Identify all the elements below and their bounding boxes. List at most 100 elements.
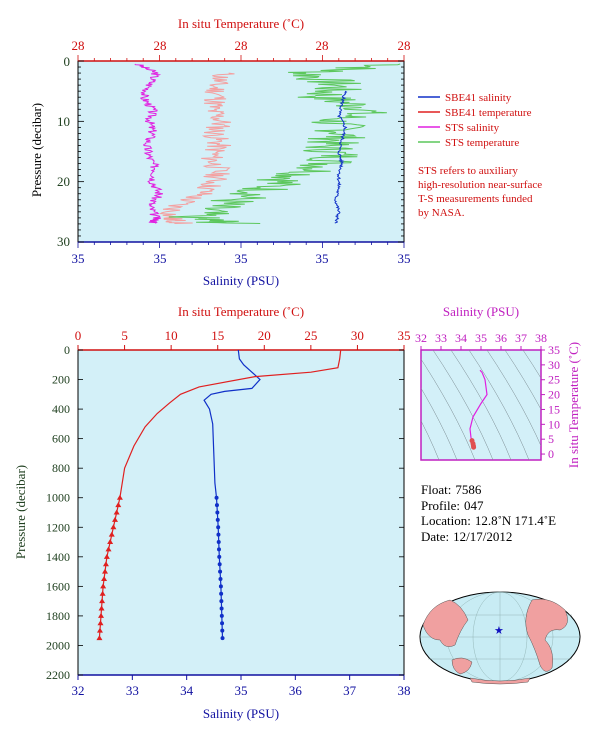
temperature-sample-marker — [98, 612, 105, 618]
profile-label: Profile: — [421, 497, 460, 513]
profile-value: 047 — [464, 497, 484, 513]
bottom-temp-tick: 25 — [304, 328, 317, 343]
bottom-pressure-tick: 1400 — [46, 550, 70, 564]
salinity-sample-dot — [216, 547, 221, 552]
bottom-plot-area — [77, 349, 405, 676]
float-value: 7586 — [455, 482, 482, 497]
note-line: by NASA. — [418, 207, 465, 219]
bottom-pressure-tick: 1600 — [46, 579, 70, 593]
bottom-sal-tick: 36 — [289, 683, 303, 698]
top-series — [134, 63, 401, 224]
sbe41-salinity-line — [334, 90, 348, 224]
top-panel: In situ Temperature (˚C) 28 28 28 28 28 … — [29, 16, 411, 288]
top-pressure-tick: 0 — [64, 54, 71, 69]
temperature-sample-marker — [101, 575, 108, 581]
top-minor-ticks — [77, 55, 405, 248]
float-label: Float: — [421, 482, 452, 497]
bottom-pressure-tick: 600 — [52, 432, 70, 446]
temperature-sample-marker — [115, 502, 122, 508]
salinity-sample-dot — [220, 628, 225, 633]
salinity-sample-dot — [214, 503, 219, 508]
temperature-sample-marker — [103, 553, 110, 559]
bottom-pressure-axis-title: Pressure (decibar) — [13, 465, 28, 559]
bottom-sal-axis-title: Salinity (PSU) — [203, 706, 279, 721]
salinity-sample-dot — [219, 613, 224, 618]
ts-sal-axis-title: Salinity (PSU) — [443, 304, 519, 319]
ts-series — [469, 369, 488, 450]
ts-plot-area — [420, 349, 542, 461]
bottom-temp-ticks: 0 5 10 15 20 25 30 35 — [75, 328, 411, 350]
bottom-pressure-tick: 400 — [52, 402, 70, 416]
location-map: ★ — [419, 591, 581, 685]
top-pressure-axis-title: Pressure (decibar) — [29, 103, 44, 197]
bottom-panel: In situ Temperature (˚C) 0 5 10 15 20 25 30 35 … — [13, 304, 411, 721]
top-sal-tick: 35 — [235, 251, 248, 266]
legend-label: STS temperature — [445, 137, 519, 149]
float-info: Float: 7586 Profile: 047 Location: 12.8˚N 1… — [421, 482, 560, 544]
temperature-sample-marker — [102, 568, 109, 574]
top-temp-tick: 28 — [154, 38, 167, 53]
ts-temp-tick: 15 — [548, 402, 560, 416]
sts-salinity-line — [134, 63, 164, 224]
density-contour — [486, 350, 541, 447]
bottom-temp-tick: 30 — [351, 328, 364, 343]
top-temp-tick: 28 — [316, 38, 329, 53]
ts-sal-ticks: 32 33 34 35 36 37 38 — [415, 331, 547, 350]
temperature-sample-marker — [99, 590, 106, 596]
salinity-sample-dot — [216, 540, 221, 545]
top-pressure-tick: 30 — [57, 234, 70, 249]
location-label: Location: — [421, 513, 471, 528]
temperature-sample-marker — [110, 524, 117, 530]
legend-label: SBE41 temperature — [445, 107, 532, 119]
ts-temp-tick: 20 — [548, 388, 560, 402]
salinity-sample-dot — [217, 562, 222, 567]
temperature-sample-marker — [105, 546, 112, 552]
density-contour — [421, 420, 440, 460]
temperature-sample-marker — [113, 509, 120, 515]
sts-note: STS refers to auxiliary high-resolution … — [418, 165, 542, 219]
salinity-sample-dot — [220, 621, 225, 626]
salinity-sample-dot — [218, 584, 223, 589]
bottom-sal-tick: 34 — [180, 683, 194, 698]
ts-sal-tick: 33 — [435, 331, 447, 345]
bottom-temp-tick: 35 — [398, 328, 411, 343]
date-label: Date: — [421, 528, 450, 544]
bottom-pressure-ticks: 0 200 400 600 800 1000 1200 1400 1600 1800 2000 220… — [46, 343, 404, 682]
ts-sal-tick: 32 — [415, 331, 427, 345]
map-land — [422, 598, 568, 685]
ts-sal-tick: 34 — [455, 331, 467, 345]
temperature-sample-marker — [98, 605, 105, 611]
temperature-sample-marker — [97, 620, 104, 626]
salinity-sample-dot — [219, 591, 224, 596]
bottom-pressure-tick: 200 — [52, 373, 70, 387]
bottom-pressure-tick: 1000 — [46, 491, 70, 505]
float-row: Float: 7586 — [421, 482, 560, 498]
density-contour — [450, 350, 512, 460]
bottom-pressure-tick: 0 — [64, 343, 70, 357]
ts-panel: Salinity (PSU) 32 33 34 35 36 37 38 0510152025… — [415, 304, 581, 468]
bottom-series — [96, 349, 342, 641]
ts-sal-tick: 36 — [495, 331, 507, 345]
density-contour — [522, 350, 541, 379]
salinity-sample-dot — [214, 495, 219, 500]
temperature-sample-marker — [112, 516, 119, 522]
date-value: 12/17/2012 — [453, 528, 513, 544]
salinity-sample-dot — [217, 554, 222, 559]
ts-density-contours — [421, 350, 541, 460]
salinity-sample-dot — [216, 525, 221, 530]
top-sal-tick: 35 — [154, 251, 167, 266]
salinity-sample-dot — [219, 606, 224, 611]
salinity-sample-dot — [220, 636, 225, 641]
temperature-sample-marker — [96, 627, 103, 633]
bottom-pressure-tick: 1800 — [46, 609, 70, 623]
salinity-sample-dot — [215, 517, 220, 522]
top-pressure-tick: 20 — [57, 174, 70, 189]
top-plot-area — [77, 60, 405, 243]
ts-temp-tick: 35 — [548, 343, 560, 357]
top-legend: SBE41 salinity SBE41 temperature STS sal… — [418, 92, 532, 149]
density-contour — [421, 358, 476, 460]
density-contour — [432, 350, 494, 460]
ts-temp-tick: 10 — [548, 417, 560, 431]
